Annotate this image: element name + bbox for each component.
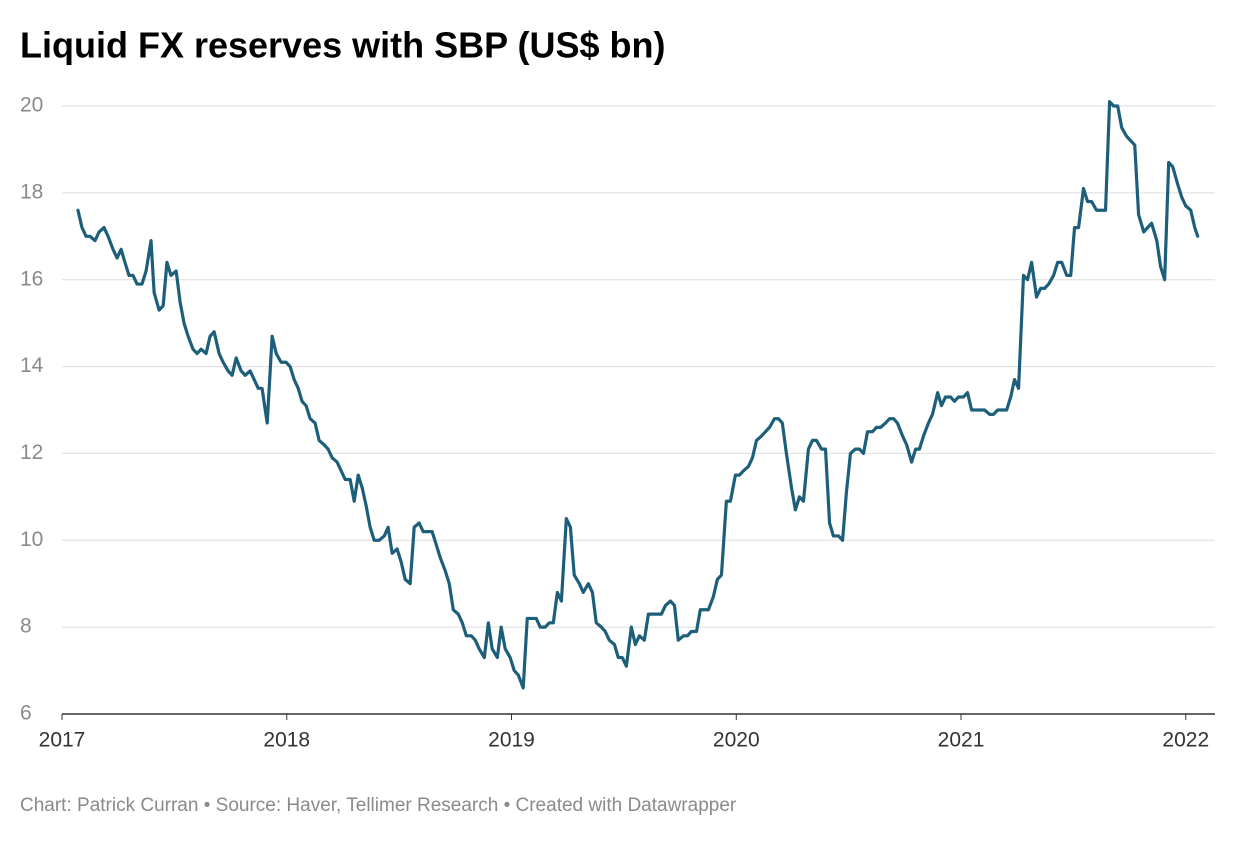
y-tick-label: 20 [20, 94, 43, 117]
y-tick-label: 10 [20, 528, 43, 551]
x-tick-label: 2018 [263, 729, 310, 752]
footer: Chart: Patrick Curran • Source: Haver, T… [20, 795, 737, 816]
chart-title: Liquid FX reserves with SBP (US$ bn) [20, 25, 665, 66]
x-tick-label: 2017 [39, 729, 86, 752]
x-tick-label: 2020 [713, 729, 760, 752]
y-tick-label: 14 [20, 354, 44, 377]
y-tick-label: 6 [20, 702, 32, 725]
y-tick-label: 8 [20, 615, 32, 638]
x-tick-label: 2022 [1162, 729, 1209, 752]
y-tick-label: 12 [20, 441, 43, 464]
y-tick-label: 16 [20, 267, 43, 290]
data-line [76, 100, 1200, 690]
x-tick-label: 2019 [488, 729, 535, 752]
y-tick-label: 18 [20, 180, 43, 203]
x-tick-label: 2021 [938, 729, 985, 752]
